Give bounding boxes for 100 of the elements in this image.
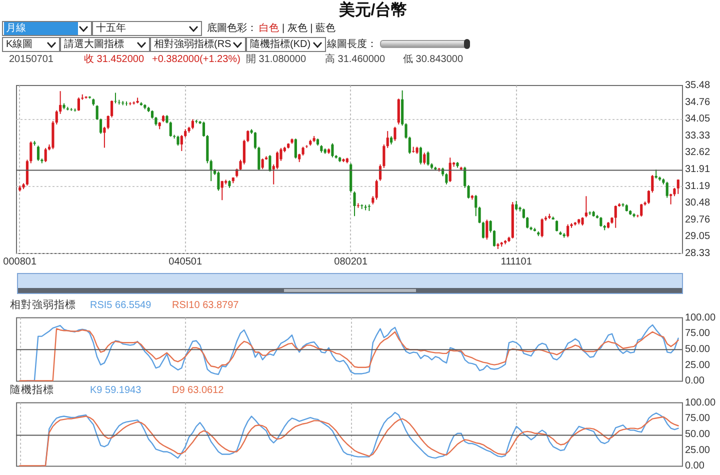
candlestick [397, 98, 400, 125]
candlestick [294, 138, 297, 160]
candlestick [96, 104, 98, 120]
text: +0.382000(+1.23%) [152, 52, 240, 66]
candlestick [77, 96, 80, 112]
text: 白色 [259, 22, 279, 35]
dropdown: 十五年 [92, 21, 202, 36]
y-tick-label: 34.76 [685, 96, 710, 108]
y-tick-label: 29.76 [685, 214, 710, 226]
text: 開 31.080000 [246, 52, 306, 66]
chart-title: 隨機指標 [10, 384, 54, 397]
candlestick [394, 126, 396, 142]
candlestick [651, 174, 654, 194]
candlestick [110, 100, 114, 118]
candlestick [489, 220, 492, 234]
candlestick [191, 118, 194, 130]
candlestick [474, 194, 478, 217]
text: RSI10 63.8797 [172, 298, 239, 312]
candlestick [375, 179, 378, 200]
text: 底圖色彩： [207, 22, 257, 35]
candlestick [59, 90, 62, 114]
candlestick [419, 146, 422, 165]
y-tick-label: 100.00 [684, 397, 716, 408]
candlestick [636, 214, 639, 218]
candlestick [254, 131, 257, 150]
x-tick-label: 080201 [334, 256, 368, 268]
candlestick [492, 230, 496, 248]
y-tick-label: 33.33 [685, 130, 710, 142]
x-tick-label: 040501 [168, 256, 202, 268]
y-tick-label: 50.00 [684, 344, 710, 355]
y-tick-label: 0.00 [684, 376, 705, 387]
candlestick [114, 92, 117, 104]
candlestick [202, 121, 206, 138]
y-tick-label: 35.48 [685, 80, 710, 91]
y-tick-label: 25.00 [684, 444, 710, 456]
candlestick [210, 159, 212, 182]
candlestick [180, 134, 183, 152]
candlestick [246, 130, 250, 143]
candlestick [30, 140, 32, 164]
candlestick [169, 121, 172, 138]
candlestick [566, 224, 570, 238]
candlestick [647, 190, 650, 204]
candlestick [26, 159, 29, 186]
candlestick [515, 200, 518, 211]
candlestick [676, 178, 680, 194]
candlestick [258, 146, 260, 171]
y-tick-label: 30.48 [685, 197, 710, 208]
y-tick-label: 31.19 [685, 180, 710, 192]
text: | 灰色 | 藍色 [282, 22, 336, 35]
candlestick [555, 220, 558, 232]
candlestick [261, 158, 264, 170]
candlestick [176, 135, 180, 146]
y-tick-label: 28.33 [685, 248, 710, 259]
candlestick [423, 152, 426, 165]
x-tick-label: 111101 [500, 256, 532, 268]
candlestick [268, 154, 272, 172]
candlestick [640, 203, 643, 218]
text: 美元/台幣 [338, 2, 408, 20]
dropdown: 月線 [2, 21, 92, 36]
candlestick [426, 150, 430, 166]
dropdown: 隨機指標(KD) [246, 37, 326, 52]
dropdown: K線圖 [2, 37, 60, 52]
dropdown: 請選大圖指標 [60, 37, 150, 52]
candlestick [584, 196, 588, 218]
series-label: RSI5 66.5549 [90, 298, 152, 312]
y-tick-label: 50.00 [684, 428, 710, 440]
candlestick [666, 181, 668, 198]
y-tick-label: 32.62 [685, 147, 710, 158]
series-label: K9 59.1943 [90, 384, 142, 397]
candlestick [486, 219, 488, 240]
candlestick [386, 130, 389, 148]
candlestick [526, 216, 529, 229]
candlestick [331, 142, 334, 158]
candlestick [600, 216, 602, 228]
candlestick [106, 115, 110, 130]
text: 低 30.843000 [403, 52, 464, 66]
text: 高 31.460000 [325, 52, 386, 66]
text: D9 63.0612 [172, 384, 224, 397]
candlestick [220, 180, 224, 201]
y-tick-label: 29.05 [685, 231, 710, 242]
candlestick [36, 145, 40, 162]
text: 20150701 [9, 52, 54, 66]
candlestick [99, 118, 102, 134]
y-tick-label: 0.00 [684, 460, 705, 472]
candlestick [217, 170, 220, 192]
dropdown: 相對強弱指標(RS [150, 37, 246, 52]
y-tick-label: 34.05 [685, 114, 710, 125]
candlestick [55, 110, 58, 125]
candlestick [448, 157, 452, 183]
y-tick-label: 31.91 [685, 164, 710, 175]
candlestick [70, 108, 73, 112]
candlestick [276, 150, 279, 170]
candlestick [44, 147, 47, 163]
y-tick-label: 75.00 [684, 328, 710, 340]
text: 收 31.452000 [84, 52, 144, 66]
chart-title: 相對強弱指標 [10, 298, 76, 312]
candlestick [522, 208, 525, 219]
candlestick [353, 190, 356, 217]
y-tick-label: 75.00 [684, 413, 710, 424]
candlestick [614, 205, 617, 228]
